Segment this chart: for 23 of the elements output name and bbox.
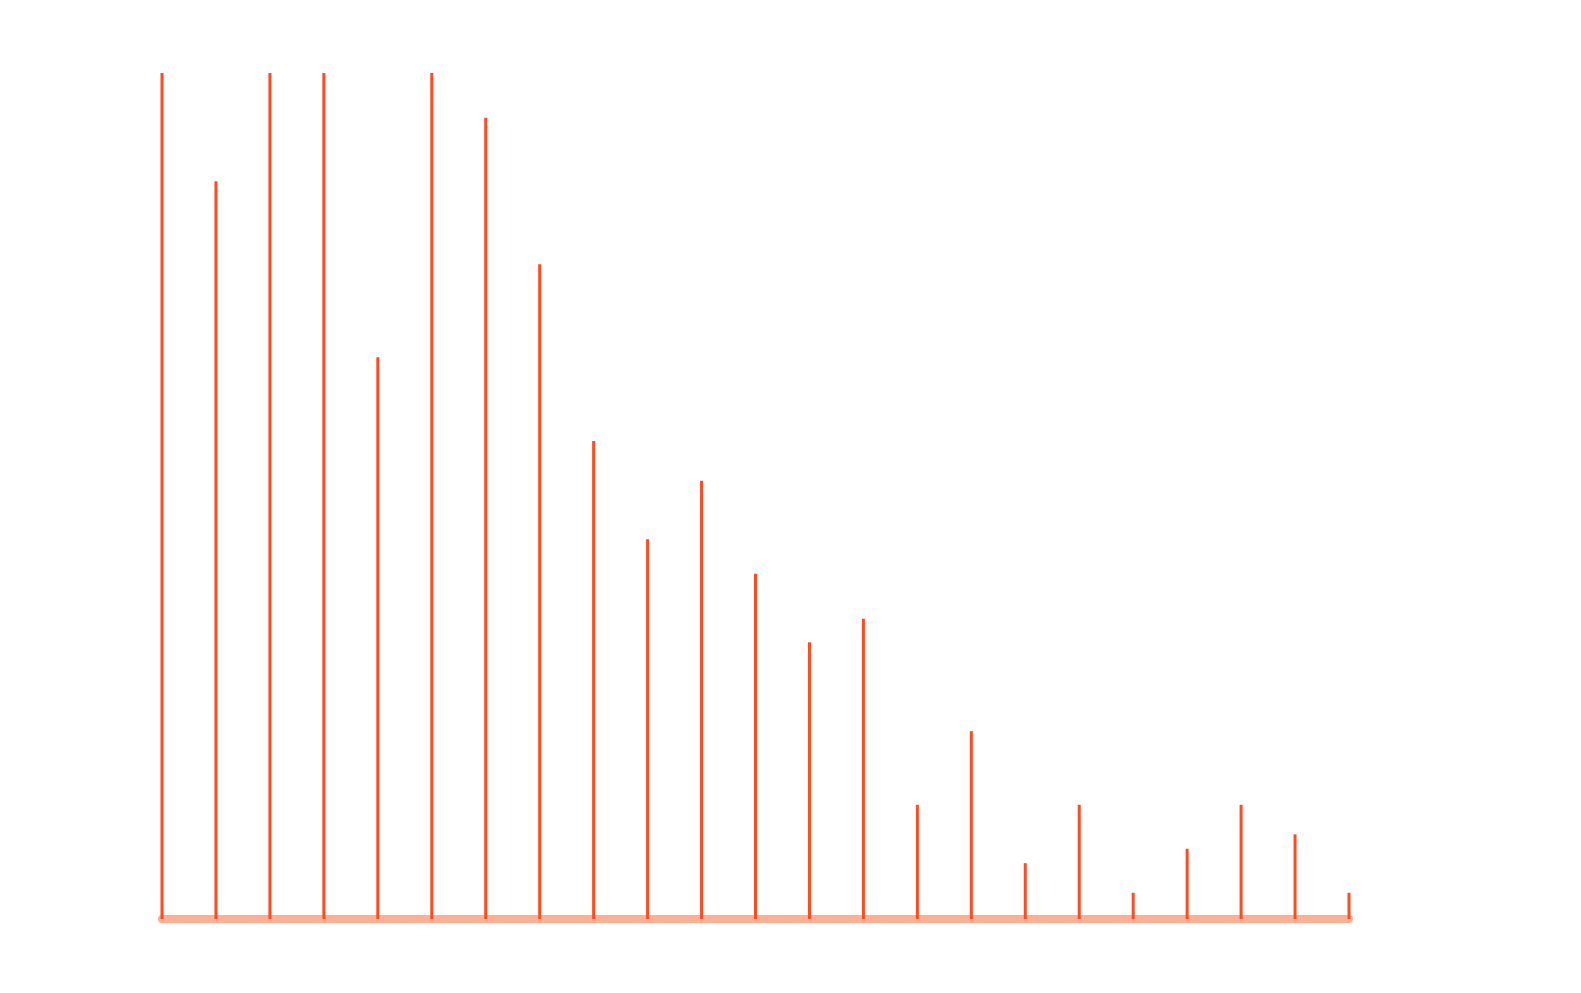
bar [915,804,919,919]
bar [1185,848,1189,919]
bar [646,539,650,919]
bar [214,181,218,919]
bar [1347,892,1351,919]
bar [1023,863,1027,919]
bar [969,731,973,919]
bar [268,73,272,919]
bar [807,642,811,919]
bar [322,73,326,919]
bar [430,73,434,919]
bar [1131,892,1135,919]
bar [754,573,757,919]
bar [1077,804,1081,919]
bar [376,357,380,919]
bar [484,117,488,919]
bar [700,480,704,919]
bar [538,264,542,919]
bar [592,441,596,919]
bar [1293,834,1297,919]
bar [861,618,865,919]
bar [160,73,164,919]
bar [1239,804,1243,919]
